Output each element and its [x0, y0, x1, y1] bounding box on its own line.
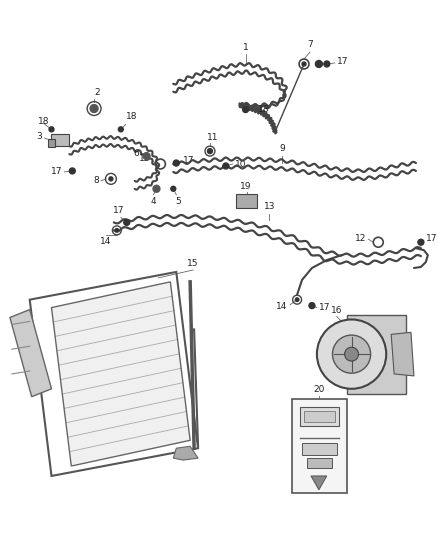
Bar: [346, 314, 406, 394]
Text: 18: 18: [126, 112, 137, 122]
Text: 17: 17: [337, 56, 348, 66]
Circle shape: [223, 163, 229, 169]
Polygon shape: [391, 333, 414, 376]
Text: 18: 18: [38, 117, 49, 126]
Polygon shape: [173, 446, 198, 460]
Text: 14: 14: [276, 302, 287, 311]
Circle shape: [69, 168, 75, 174]
Text: 2: 2: [94, 87, 100, 96]
Text: 4: 4: [151, 197, 156, 206]
Circle shape: [309, 303, 315, 309]
Circle shape: [243, 107, 249, 112]
Bar: [236, 193, 258, 207]
Circle shape: [295, 298, 299, 302]
Circle shape: [124, 220, 130, 225]
Bar: [52, 134, 69, 146]
Circle shape: [115, 229, 119, 232]
Circle shape: [90, 104, 98, 112]
Circle shape: [418, 239, 424, 245]
Text: 3: 3: [36, 132, 42, 141]
Text: 17: 17: [51, 167, 62, 176]
Text: 13: 13: [264, 201, 275, 211]
Circle shape: [345, 347, 358, 361]
Text: 17: 17: [183, 156, 195, 165]
Polygon shape: [52, 282, 190, 466]
Text: 7: 7: [307, 40, 313, 49]
Text: 1: 1: [243, 43, 248, 52]
Bar: [292, 399, 346, 493]
Text: 18: 18: [258, 105, 269, 114]
Text: 14: 14: [100, 237, 112, 246]
Circle shape: [315, 61, 322, 68]
Text: 11: 11: [207, 133, 219, 142]
Text: 20: 20: [313, 385, 325, 394]
Text: 12: 12: [139, 154, 151, 163]
Polygon shape: [311, 476, 327, 490]
Bar: [304, 410, 335, 423]
Text: 9: 9: [279, 144, 285, 153]
Text: 5: 5: [175, 197, 181, 206]
Text: 17: 17: [319, 303, 330, 312]
Bar: [300, 407, 339, 426]
Bar: [302, 443, 337, 455]
Bar: [307, 458, 332, 468]
Circle shape: [317, 319, 386, 389]
Text: 17: 17: [426, 234, 437, 243]
Text: 19: 19: [240, 182, 251, 191]
Circle shape: [171, 187, 176, 191]
Circle shape: [173, 160, 179, 166]
Circle shape: [109, 177, 113, 181]
Text: 15: 15: [187, 259, 199, 268]
Polygon shape: [10, 310, 52, 397]
Text: 12: 12: [355, 234, 367, 243]
Circle shape: [153, 185, 160, 192]
Text: 6: 6: [133, 149, 139, 158]
Circle shape: [143, 152, 150, 159]
Circle shape: [332, 335, 371, 373]
Circle shape: [49, 127, 54, 132]
Text: 17: 17: [113, 206, 124, 215]
Text: 10: 10: [235, 159, 246, 168]
Circle shape: [118, 127, 123, 132]
Text: 8: 8: [93, 176, 99, 185]
Circle shape: [208, 149, 212, 154]
Text: 16: 16: [331, 305, 343, 314]
Circle shape: [324, 61, 330, 67]
Bar: [48, 139, 56, 147]
Circle shape: [302, 62, 306, 66]
